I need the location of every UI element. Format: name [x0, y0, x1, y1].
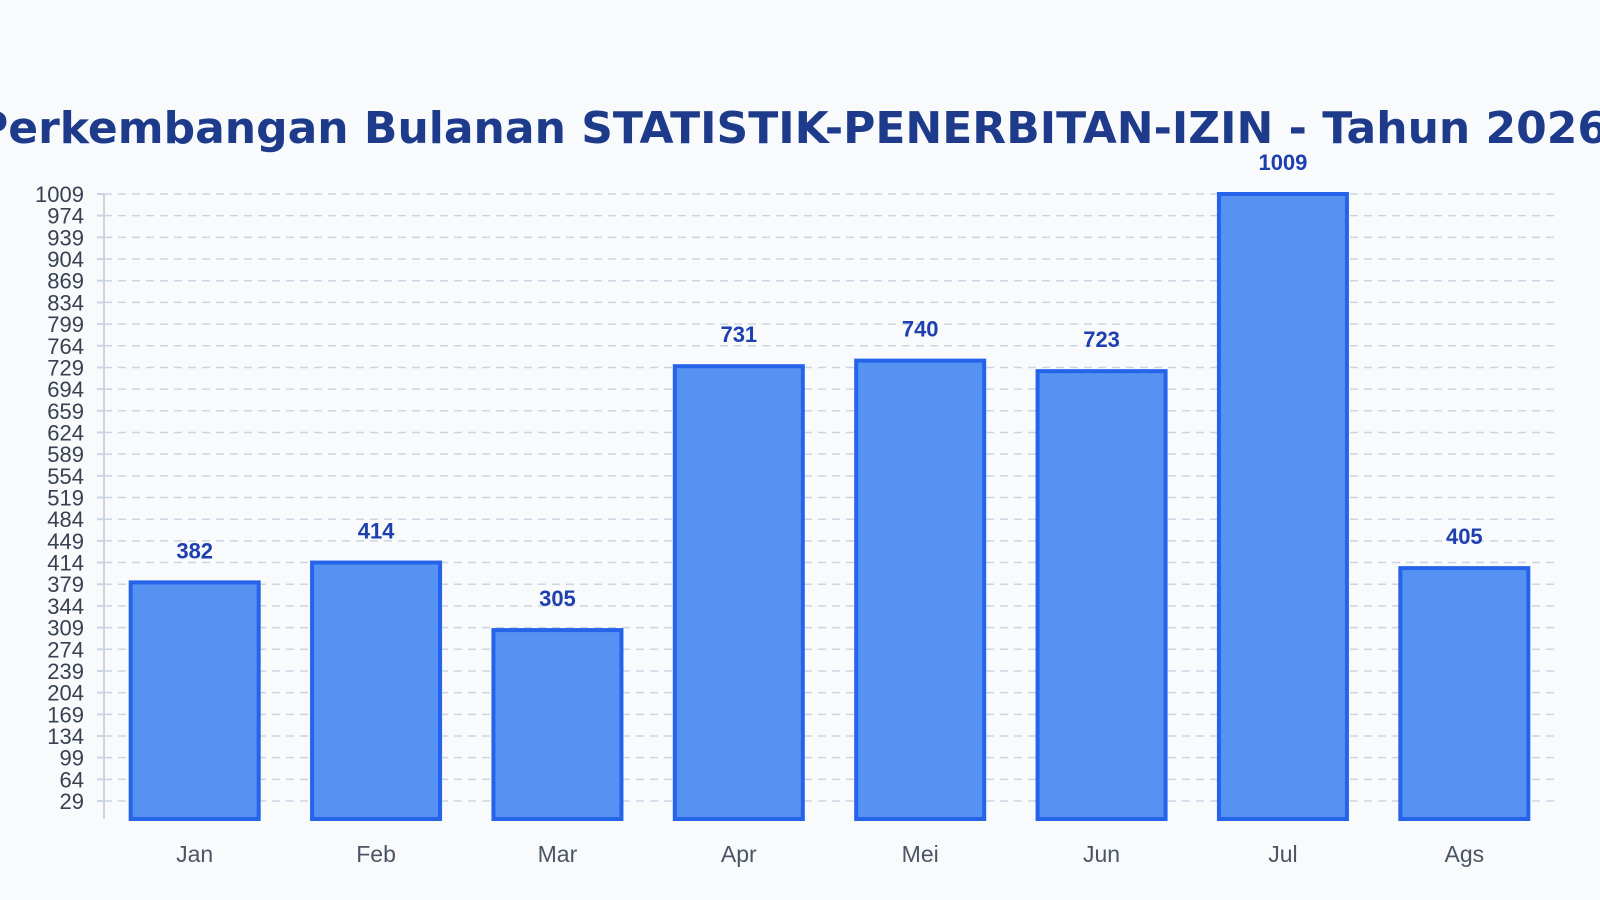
y-tick-label: 729: [47, 355, 84, 380]
y-tick-label: 99: [60, 746, 84, 771]
x-tick-label-apr: Apr: [721, 841, 757, 867]
y-axis: 2964991341692042392743093443794144494845…: [35, 182, 105, 819]
y-tick-label: 134: [47, 724, 84, 749]
data-label-mei: 740: [902, 317, 939, 342]
data-label-jun: 723: [1083, 327, 1120, 352]
y-tick-label: 869: [47, 269, 84, 294]
y-tick-label: 29: [60, 789, 84, 814]
y-tick-label: 799: [47, 312, 84, 337]
x-tick-label-feb: Feb: [356, 841, 396, 867]
data-label-mar: 305: [539, 586, 576, 611]
y-tick-label: 239: [47, 659, 84, 684]
y-tick-label: 484: [47, 507, 84, 532]
x-tick-label-jan: Jan: [176, 841, 213, 867]
data-label-ags: 405: [1446, 524, 1483, 549]
y-tick-label: 904: [47, 247, 84, 272]
y-tick-label: 659: [47, 399, 84, 424]
y-tick-label: 414: [47, 551, 84, 576]
bar-mei: [854, 358, 987, 821]
data-label-jan: 382: [176, 538, 213, 563]
bar-jan: [128, 580, 261, 821]
y-tick-label: 974: [47, 204, 84, 229]
y-tick-label: 1009: [35, 182, 84, 207]
y-tick-label: 939: [47, 225, 84, 250]
y-tick-label: 624: [47, 420, 84, 445]
chart-title: Perkembangan Bulanan STATISTIK-PENERBITA…: [0, 103, 1600, 154]
bar-feb: [310, 560, 443, 821]
y-tick-label: 344: [47, 594, 84, 619]
data-label-feb: 414: [358, 519, 395, 544]
y-tick-label: 519: [47, 486, 84, 511]
y-tick-label: 694: [47, 377, 84, 402]
x-tick-label-mar: Mar: [538, 841, 578, 867]
data-labels: 382 414 305 731 740 723 1009 405: [176, 150, 1482, 611]
bar-apr: [672, 364, 805, 821]
x-tick-label-jul: Jul: [1268, 841, 1297, 867]
y-tick-label: 309: [47, 616, 84, 641]
y-tick-label: 204: [47, 681, 84, 706]
x-tick-label-mei: Mei: [902, 841, 939, 867]
y-tick-label: 169: [47, 702, 84, 727]
bars: [128, 192, 1531, 822]
bar-mar: [491, 628, 624, 821]
y-tick-label: 764: [47, 334, 84, 359]
y-tick-label: 589: [47, 442, 84, 467]
x-axis: Jan Feb Mar Apr Mei Jun Jul Ags: [176, 841, 1484, 867]
bar-jul: [1216, 192, 1349, 821]
bar-ags: [1398, 566, 1531, 822]
y-tick-label: 554: [47, 464, 84, 489]
data-label-jul: 1009: [1258, 150, 1307, 175]
bar-jun: [1035, 369, 1168, 821]
y-tick-label: 449: [47, 529, 84, 554]
data-label-apr: 731: [720, 322, 757, 347]
x-tick-label-jun: Jun: [1083, 841, 1120, 867]
y-tick-label: 64: [60, 767, 84, 792]
y-tick-label: 274: [47, 637, 84, 662]
x-tick-label-ags: Ags: [1444, 841, 1484, 867]
y-tick-label: 834: [47, 290, 84, 315]
y-tick-label: 379: [47, 572, 84, 597]
